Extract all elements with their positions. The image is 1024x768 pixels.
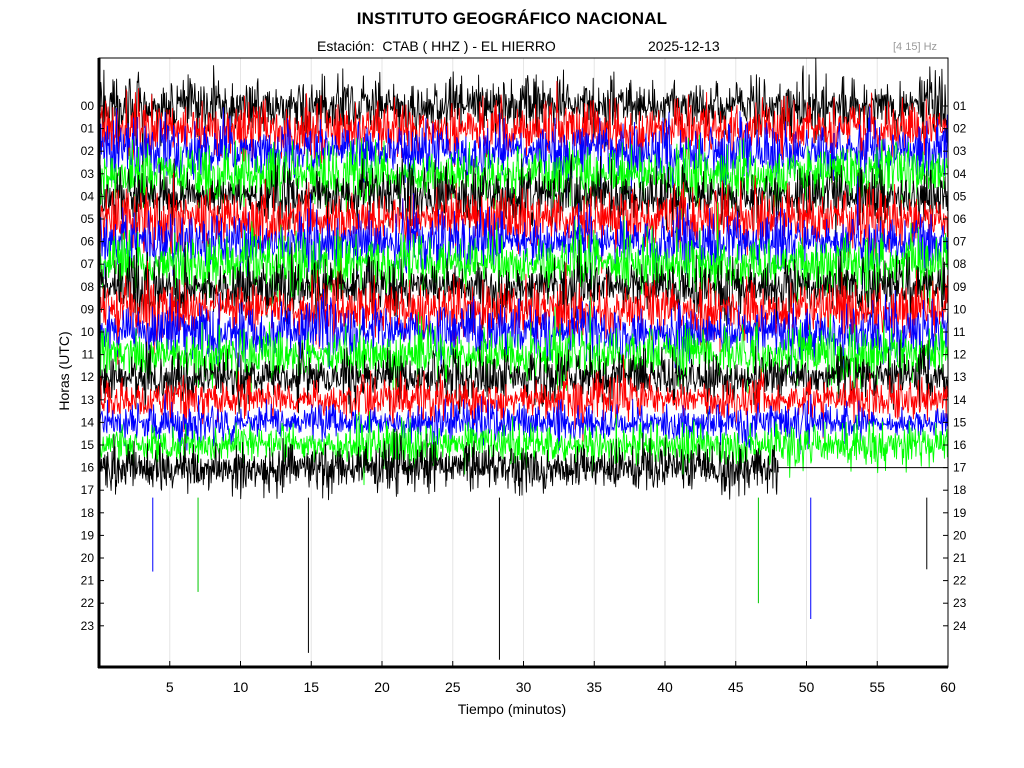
y-tick-label-left: 20	[81, 551, 95, 565]
x-tick-label: 55	[869, 679, 885, 695]
y-tick-label-left: 16	[81, 461, 95, 475]
y-tick-label-right: 24	[953, 619, 967, 633]
filter-label: [4 15] Hz	[893, 41, 938, 53]
trace-hour-02	[99, 106, 948, 198]
y-tick-label-left: 14	[81, 415, 95, 429]
x-tick-label: 10	[233, 679, 249, 695]
x-tick-label: 20	[374, 679, 390, 695]
y-tick-label-left: 09	[81, 302, 95, 316]
y-tick-label-right: 21	[953, 551, 967, 565]
x-tick-label: 45	[728, 679, 744, 695]
trace-hour-05	[99, 172, 948, 302]
y-tick-label-left: 15	[81, 438, 95, 452]
y-tick-label-right: 18	[953, 483, 967, 497]
y-tick-label-right: 14	[953, 393, 967, 407]
y-tick-label-left: 18	[81, 506, 95, 520]
x-axis-label: Tiempo (minutos)	[457, 701, 567, 717]
y-tick-label-right: 20	[953, 528, 967, 542]
y-tick-label-left: 02	[81, 144, 95, 158]
y-tick-label-left: 06	[81, 235, 95, 249]
y-tick-label-left: 21	[81, 574, 95, 588]
y-tick-label-left: 05	[81, 212, 95, 226]
y-tick-label-right: 19	[953, 506, 967, 520]
y-tick-label-right: 10	[953, 302, 967, 316]
y-tick-label-right: 11	[953, 325, 966, 339]
trace-hour-08	[99, 239, 948, 330]
y-tick-label-left: 22	[81, 596, 95, 610]
y-tick-label-right: 06	[953, 212, 967, 226]
x-tick-label: 40	[657, 679, 673, 695]
trace-hour-15	[99, 411, 948, 486]
y-tick-label-right: 13	[953, 370, 967, 384]
x-tick-label: 60	[940, 679, 956, 695]
x-tick-label: 50	[799, 679, 815, 695]
x-axis-ticks: 5 10 15 20 25 30 35 40 45 50 55 60	[166, 661, 956, 695]
y-tick-label-left: 04	[81, 189, 95, 203]
x-tick-label: 25	[445, 679, 461, 695]
y-tick-label-left: 23	[81, 619, 95, 633]
station-label: Estación: CTAB ( HHZ ) - EL HIERRO	[317, 38, 556, 54]
trace-hour-07	[99, 201, 948, 314]
y-tick-label-right: 22	[953, 574, 967, 588]
y-tick-label-left: 08	[81, 280, 95, 294]
y-tick-label-right: 23	[953, 596, 967, 610]
y-tick-label-left: 11	[82, 348, 95, 362]
x-tick-label: 35	[586, 679, 602, 695]
y-tick-label-right: 03	[953, 144, 967, 158]
y-tick-label-left: 12	[81, 370, 95, 384]
y-axis-ticks-left: 00 01 02 03 04 05 06 07 08 09 10 11 12 13 14 15 16 17 18 19…	[81, 99, 104, 633]
y-tick-label-right: 07	[953, 235, 967, 249]
y-tick-label-right: 05	[953, 189, 967, 203]
seismic-traces	[99, 58, 948, 660]
y-tick-label-left: 01	[81, 122, 95, 136]
y-tick-label-left: 13	[81, 393, 95, 407]
y-axis-ticks-right: 01 02 03 04 05 06 07 08 09 10 11 12 13 14 15 16 17 18 19 20…	[943, 99, 967, 633]
trace-hour-16	[99, 428, 779, 501]
y-tick-label-left: 03	[81, 167, 95, 181]
y-tick-label-right: 01	[953, 99, 967, 113]
y-tick-label-right: 09	[953, 280, 967, 294]
y-tick-label-right: 04	[953, 167, 967, 181]
y-tick-label-left: 07	[81, 257, 95, 271]
trace-hour-01	[99, 80, 948, 185]
date-label: 2025-12-13	[648, 38, 720, 54]
x-tick-label: 30	[516, 679, 532, 695]
x-tick-label: 15	[303, 679, 319, 695]
y-tick-label-left: 10	[81, 325, 95, 339]
y-tick-label-right: 16	[953, 438, 967, 452]
trace-hour-11	[99, 296, 948, 398]
y-tick-label-left: 19	[81, 528, 95, 542]
y-tick-label-right: 02	[953, 122, 967, 136]
chart-title: INSTITUTO GEOGRÁFICO NACIONAL	[356, 9, 668, 28]
y-tick-label-left: 00	[81, 99, 95, 113]
trace-hour-09	[99, 260, 948, 365]
y-tick-label-right: 12	[953, 348, 967, 362]
y-tick-label-right: 08	[953, 257, 967, 271]
trace-hour-13	[99, 354, 948, 442]
y-tick-label-left: 17	[81, 483, 95, 497]
y-tick-label-right: 17	[953, 461, 967, 475]
x-tick-label: 5	[166, 679, 174, 695]
trace-hour-04	[99, 152, 948, 238]
y-tick-label-right: 15	[953, 415, 967, 429]
